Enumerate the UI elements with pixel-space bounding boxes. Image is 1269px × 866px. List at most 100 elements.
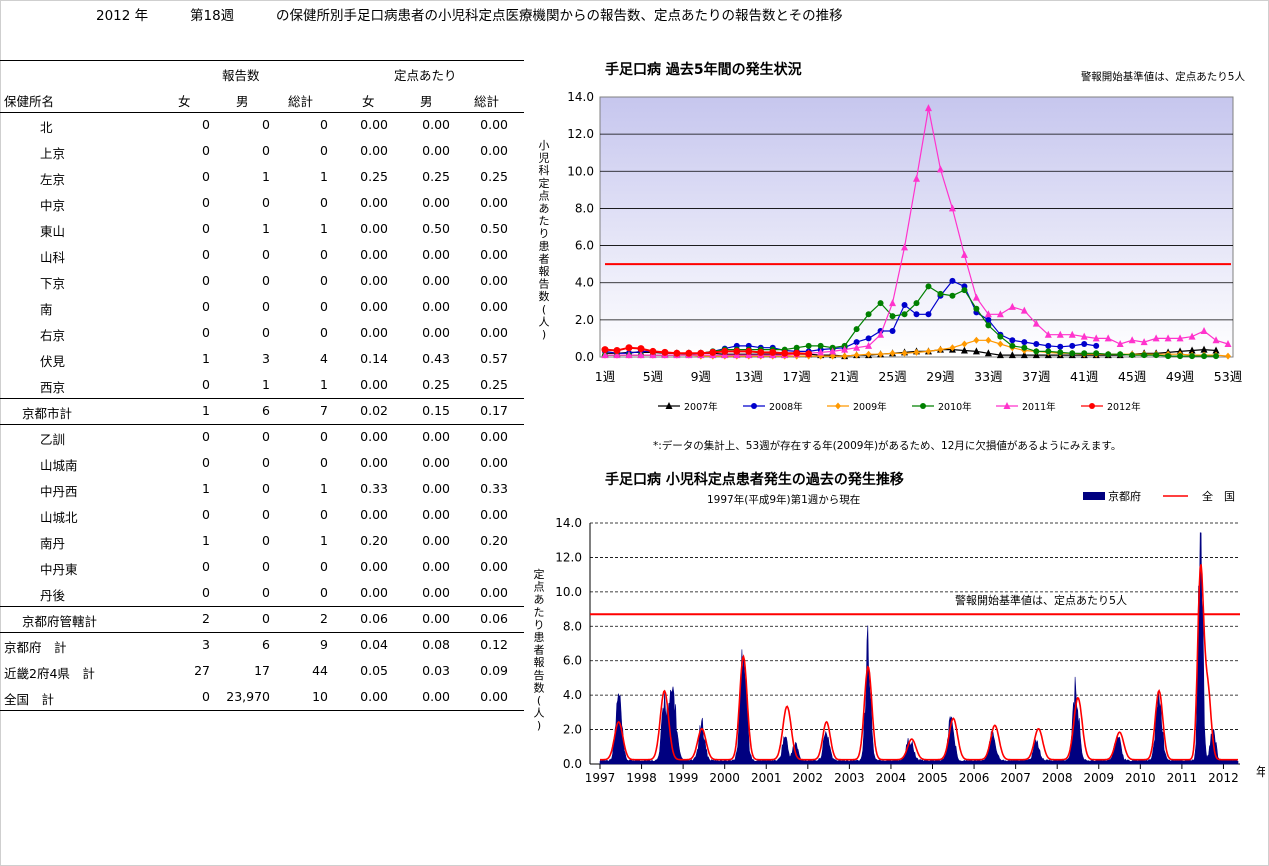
data-point: [601, 351, 609, 359]
cell-value: 0: [320, 559, 328, 574]
x-tick-label: 2000: [709, 771, 740, 785]
data-point: [841, 345, 849, 353]
cell-value: 7: [320, 403, 328, 418]
data-point: [649, 347, 657, 355]
cell-value: 6: [262, 637, 270, 652]
x-tick-label: 33週: [974, 369, 1003, 384]
cell-value: 0.00: [360, 429, 388, 444]
cell-value: 0.00: [360, 455, 388, 470]
data-point: [972, 347, 980, 355]
row-name: 西京: [40, 380, 66, 395]
cell-value: 0.20: [360, 533, 388, 548]
cell-value: 0.00: [360, 195, 388, 210]
data-point: [913, 348, 920, 356]
table-row: 山城北 0 0 0 0.00 0.00 0.00: [0, 502, 524, 528]
table-row: 全国 計 0 23,970 10 0.00 0.00 0.00: [0, 684, 524, 710]
ylabel-char: 点: [539, 189, 550, 202]
cell-value: 0.00: [422, 611, 450, 626]
row-name: 上京: [40, 146, 66, 161]
cell-value: 0: [262, 273, 270, 288]
y-tick-label: 14.0: [555, 516, 582, 530]
data-point: [1069, 350, 1076, 357]
data-point: [745, 347, 753, 355]
table-row: 乙訓 0 0 0 0.00 0.00 0.00: [0, 424, 524, 450]
data-point: [1200, 327, 1208, 334]
x-tick-label: 2001: [751, 771, 782, 785]
legend-label: 2008年: [769, 401, 803, 413]
data-point: [637, 345, 645, 353]
x-tick-label: 2012: [1208, 771, 1239, 785]
data-point: [924, 104, 932, 112]
data-point: [1141, 352, 1148, 359]
y-tick-label: 10.0: [555, 585, 582, 599]
legend-label: 2012年: [1107, 401, 1141, 413]
data-point: [1164, 334, 1172, 342]
ylabel-char: 人: [534, 707, 545, 720]
y-tick-label: 6.0: [563, 654, 582, 668]
cell-value: 0.03: [422, 663, 450, 678]
data-point: [1176, 334, 1184, 342]
title-year: 2012 年: [96, 8, 149, 24]
cell-value: 1: [320, 481, 328, 496]
x-tick-label: 53週: [1214, 369, 1243, 384]
table-row: 中丹西 1 0 1 0.33 0.00 0.33: [0, 476, 524, 502]
cell-value: 0.25: [480, 377, 508, 392]
column-header: 女: [178, 94, 191, 109]
cell-value: 9: [320, 637, 328, 652]
column-header: 総計: [288, 94, 314, 109]
cell-value: 1: [320, 377, 328, 392]
data-point: [1081, 350, 1088, 357]
cell-value: 0.12: [480, 637, 508, 652]
table-row: 丹後 0 0 0 0.00 0.00 0.00: [0, 580, 524, 606]
x-tick-label: 2006: [959, 771, 990, 785]
table-row: 下京 0 0 0 0.00 0.00 0.00: [0, 268, 524, 294]
cell-value: 3: [262, 351, 270, 366]
data-point: [697, 349, 705, 357]
table-row: 南 0 0 0 0.00 0.00 0.00: [0, 294, 524, 320]
cell-value: 0.00: [422, 325, 450, 340]
chart-note: 警報開始基準値は、定点あたり5人: [1081, 70, 1246, 83]
legend-label: 京都府: [1108, 489, 1141, 503]
cell-value: 1: [262, 169, 270, 184]
legend-marker: [751, 403, 757, 409]
x-tick-label: 41週: [1070, 369, 1099, 384]
data-point: [601, 346, 609, 354]
x-tick-label: 21週: [830, 369, 859, 384]
data-point: [913, 174, 920, 182]
cell-value: 1: [320, 533, 328, 548]
data-point: [613, 347, 621, 354]
data-point: [949, 277, 956, 284]
cell-value: 0.00: [422, 195, 450, 210]
cell-value: 27: [194, 663, 210, 678]
cell-value: 0.25: [360, 169, 388, 184]
data-point: [877, 330, 885, 338]
cell-value: 1: [202, 351, 210, 366]
data-point: [901, 311, 908, 318]
table-row: 上京 0 0 0 0.00 0.00 0.00: [0, 138, 524, 164]
x-tick-label: 2007: [1000, 771, 1031, 785]
cell-value: 1: [262, 221, 270, 236]
data-point: [985, 322, 992, 329]
cell-value: 0.00: [480, 117, 508, 132]
cell-value: 0: [202, 455, 210, 470]
x-tick-label: 9週: [691, 369, 712, 384]
cell-value: 0.04: [360, 637, 388, 652]
table-rule: [0, 424, 524, 425]
data-point: [901, 349, 908, 357]
data-point: [1020, 351, 1028, 359]
data-point: [889, 299, 897, 307]
data-point: [637, 351, 645, 359]
data-point: [961, 340, 968, 348]
row-name: 北: [40, 120, 53, 135]
ylabel-char: 児: [539, 152, 550, 165]
legend-marker: [665, 402, 673, 409]
data-point: [901, 302, 908, 308]
y-tick-label: 2.0: [563, 723, 582, 737]
data-point: [661, 348, 669, 356]
ylabel-char: 科: [539, 163, 550, 177]
cell-value: 0: [320, 195, 328, 210]
cell-value: 0.00: [480, 299, 508, 314]
cell-value: 0.00: [360, 325, 388, 340]
cell-value: 0: [262, 481, 270, 496]
data-point: [1092, 334, 1100, 342]
